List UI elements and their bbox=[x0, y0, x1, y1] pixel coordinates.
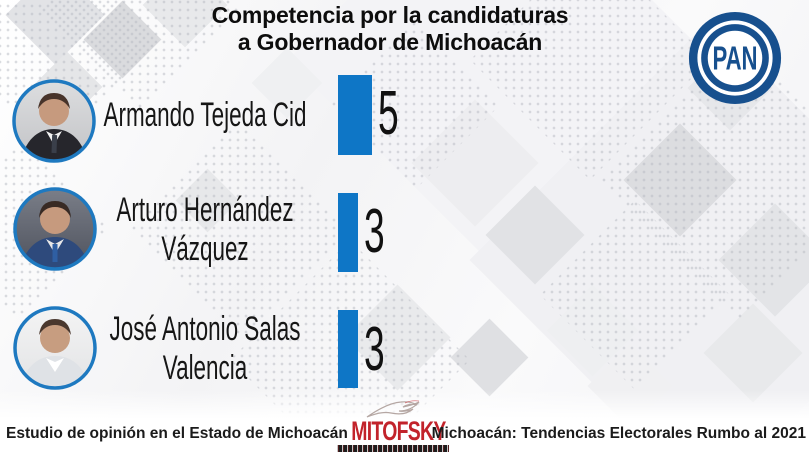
candidate-name-line: José Antonio Salas bbox=[109, 310, 301, 348]
mitofsky-logo: MITOFSKY bbox=[335, 399, 451, 452]
result-value: 3 bbox=[364, 315, 385, 384]
footer-background-band bbox=[0, 390, 809, 454]
result-bar bbox=[338, 75, 372, 155]
candidate-name-line: Valencia bbox=[162, 349, 248, 387]
pan-logo-text: PAN bbox=[712, 39, 757, 76]
candidate-name-line: Vázquez bbox=[161, 230, 249, 268]
candidate-photo bbox=[13, 187, 97, 271]
footer-left-text: Estudio de opinión en el Estado de Micho… bbox=[6, 425, 348, 442]
result-value: 5 bbox=[378, 79, 399, 148]
page-title: Competencia por la candidaturas a Gobern… bbox=[0, 2, 780, 56]
mitofsky-wordmark: MITOFSKY bbox=[351, 416, 446, 446]
result-bar bbox=[338, 310, 358, 388]
quill-sketch-icon bbox=[366, 400, 420, 418]
page-title-line1: Competencia por la candidaturas bbox=[211, 2, 569, 28]
result-value: 3 bbox=[364, 197, 385, 266]
page-title-line2: a Gobernador de Michoacán bbox=[237, 29, 543, 55]
candidate-photo bbox=[12, 79, 96, 163]
pan-logo: PAN bbox=[688, 11, 782, 105]
candidate-name-line: Armando Tejeda Cid bbox=[103, 96, 307, 134]
candidate-photo bbox=[13, 306, 97, 390]
result-bar bbox=[338, 193, 358, 272]
candidate-name-line: Arturo Hernández bbox=[116, 191, 294, 229]
footer-right-text: Michoacán: Tendencias Electorales Rumbo … bbox=[431, 425, 806, 442]
candidate-name: Armando Tejeda Cid bbox=[73, 96, 337, 135]
candidate-name: Arturo Hernández Vázquez bbox=[73, 191, 337, 269]
candidate-name: José Antonio Salas Valencia bbox=[73, 310, 337, 388]
mitofsky-tagline-bar bbox=[337, 445, 449, 452]
